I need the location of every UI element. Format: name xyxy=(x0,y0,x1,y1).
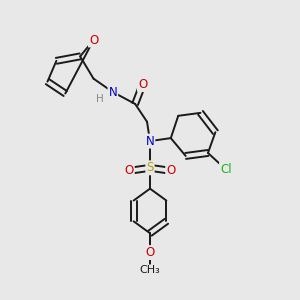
Text: O: O xyxy=(166,164,176,177)
Text: O: O xyxy=(124,164,134,177)
Text: S: S xyxy=(146,161,154,174)
Text: O: O xyxy=(146,246,154,259)
Text: N: N xyxy=(109,85,117,98)
Text: Cl: Cl xyxy=(220,163,232,176)
Text: H: H xyxy=(96,94,103,104)
Text: N: N xyxy=(146,135,154,148)
Text: CH₃: CH₃ xyxy=(140,266,160,275)
Text: O: O xyxy=(89,34,98,46)
Text: O: O xyxy=(138,78,147,91)
